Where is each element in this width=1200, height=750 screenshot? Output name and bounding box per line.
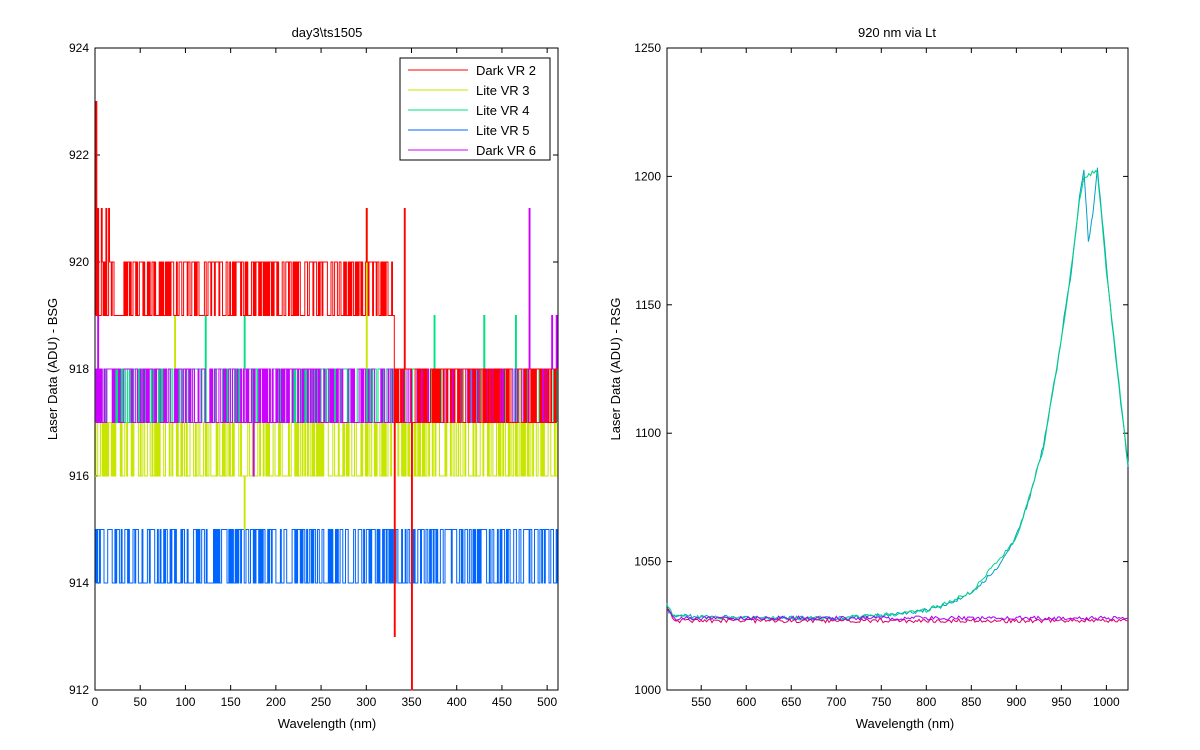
series-line-1 (95, 101, 558, 691)
right-y-tick-label: 1100 (635, 426, 661, 440)
left-x-tick-label: 100 (175, 695, 195, 709)
right-x-tick-label: 700 (826, 695, 846, 709)
legend: Dark VR 2 Lite VR 3 Lite VR 4 Lite VR 5 Dark… (399, 57, 551, 161)
legend-box (399, 57, 551, 161)
left-chart-title: day3\ts1505 (292, 25, 363, 40)
right-x-tick-label: 800 (916, 695, 936, 709)
left-y-tick-label: 912 (69, 683, 89, 697)
right-y-tick-label: 1050 (634, 555, 661, 569)
left-x-tick-label: 450 (492, 695, 512, 709)
right-chart-title: 920 nm via Lt (858, 25, 936, 40)
left-chart: day3\ts1505 0 50 100 150 200 250 300 350 400 450 5… (45, 25, 559, 731)
right-series-group (666, 167, 1129, 624)
right-y-tick-label: 1200 (634, 169, 661, 183)
legend-entry: Dark VR 6 (476, 143, 536, 158)
right-y-tick-label: 1150 (635, 298, 661, 312)
left-y-tick-label: 922 (69, 148, 89, 162)
right-x-label: Wavelength (nm) (856, 716, 955, 731)
left-x-tick-label: 250 (311, 695, 331, 709)
left-x-tick-label: 200 (266, 695, 286, 709)
spectrum-line-4 (666, 609, 1129, 622)
right-x-tick-label: 950 (1051, 695, 1071, 709)
left-y-tick-label: 920 (69, 255, 89, 269)
right-x-tick-label: 600 (736, 695, 756, 709)
left-axes: 0 50 100 150 200 250 300 350 400 450 500 912 914 916 9… (69, 41, 558, 709)
left-y-tick-label: 918 (69, 362, 89, 376)
left-x-label: Wavelength (nm) (278, 716, 377, 731)
legend-entry: Dark VR 2 (476, 63, 536, 78)
left-y-tick-label: 924 (69, 41, 89, 55)
legend-entry: Lite VR 4 (476, 103, 529, 118)
series-line-4 (95, 529, 558, 584)
left-x-tick-label: 150 (221, 695, 241, 709)
right-y-tick-label: 1250 (634, 41, 661, 55)
right-x-tick-label: 750 (871, 695, 891, 709)
right-x-tick-label: 550 (691, 695, 711, 709)
right-x-tick-label: 650 (781, 695, 801, 709)
right-x-tick-label: 850 (961, 695, 981, 709)
right-x-tick-label: 1000 (1093, 695, 1120, 709)
left-x-tick-label: 300 (356, 695, 376, 709)
legend-entry: Lite VR 3 (476, 83, 529, 98)
left-x-tick-label: 0 (92, 695, 99, 709)
spectrum-line-2 (666, 169, 1129, 622)
right-plot-area (666, 47, 1129, 691)
left-y-tick-label: 914 (69, 576, 89, 590)
left-y-label: Laser Data (ADU) - BSG (45, 298, 60, 440)
legend-entry: Lite VR 5 (476, 123, 529, 138)
right-y-tick-label: 1000 (634, 683, 661, 697)
left-x-tick-label: 50 (134, 695, 148, 709)
left-series-group (95, 101, 558, 691)
right-chart: 920 nm via Lt 550 600 650 700 750 800 850 900 95… (608, 25, 1129, 731)
right-x-tick-label: 900 (1006, 695, 1026, 709)
left-x-tick-label: 500 (537, 695, 557, 709)
right-y-label: Laser Data (ADU) - RSG (608, 297, 623, 440)
left-y-tick-label: 916 (69, 469, 89, 483)
left-x-tick-label: 350 (401, 695, 421, 709)
right-axes: 550 600 650 700 750 800 850 900 950 1000 1000 1050 1… (634, 41, 1128, 709)
left-x-tick-label: 400 (447, 695, 467, 709)
